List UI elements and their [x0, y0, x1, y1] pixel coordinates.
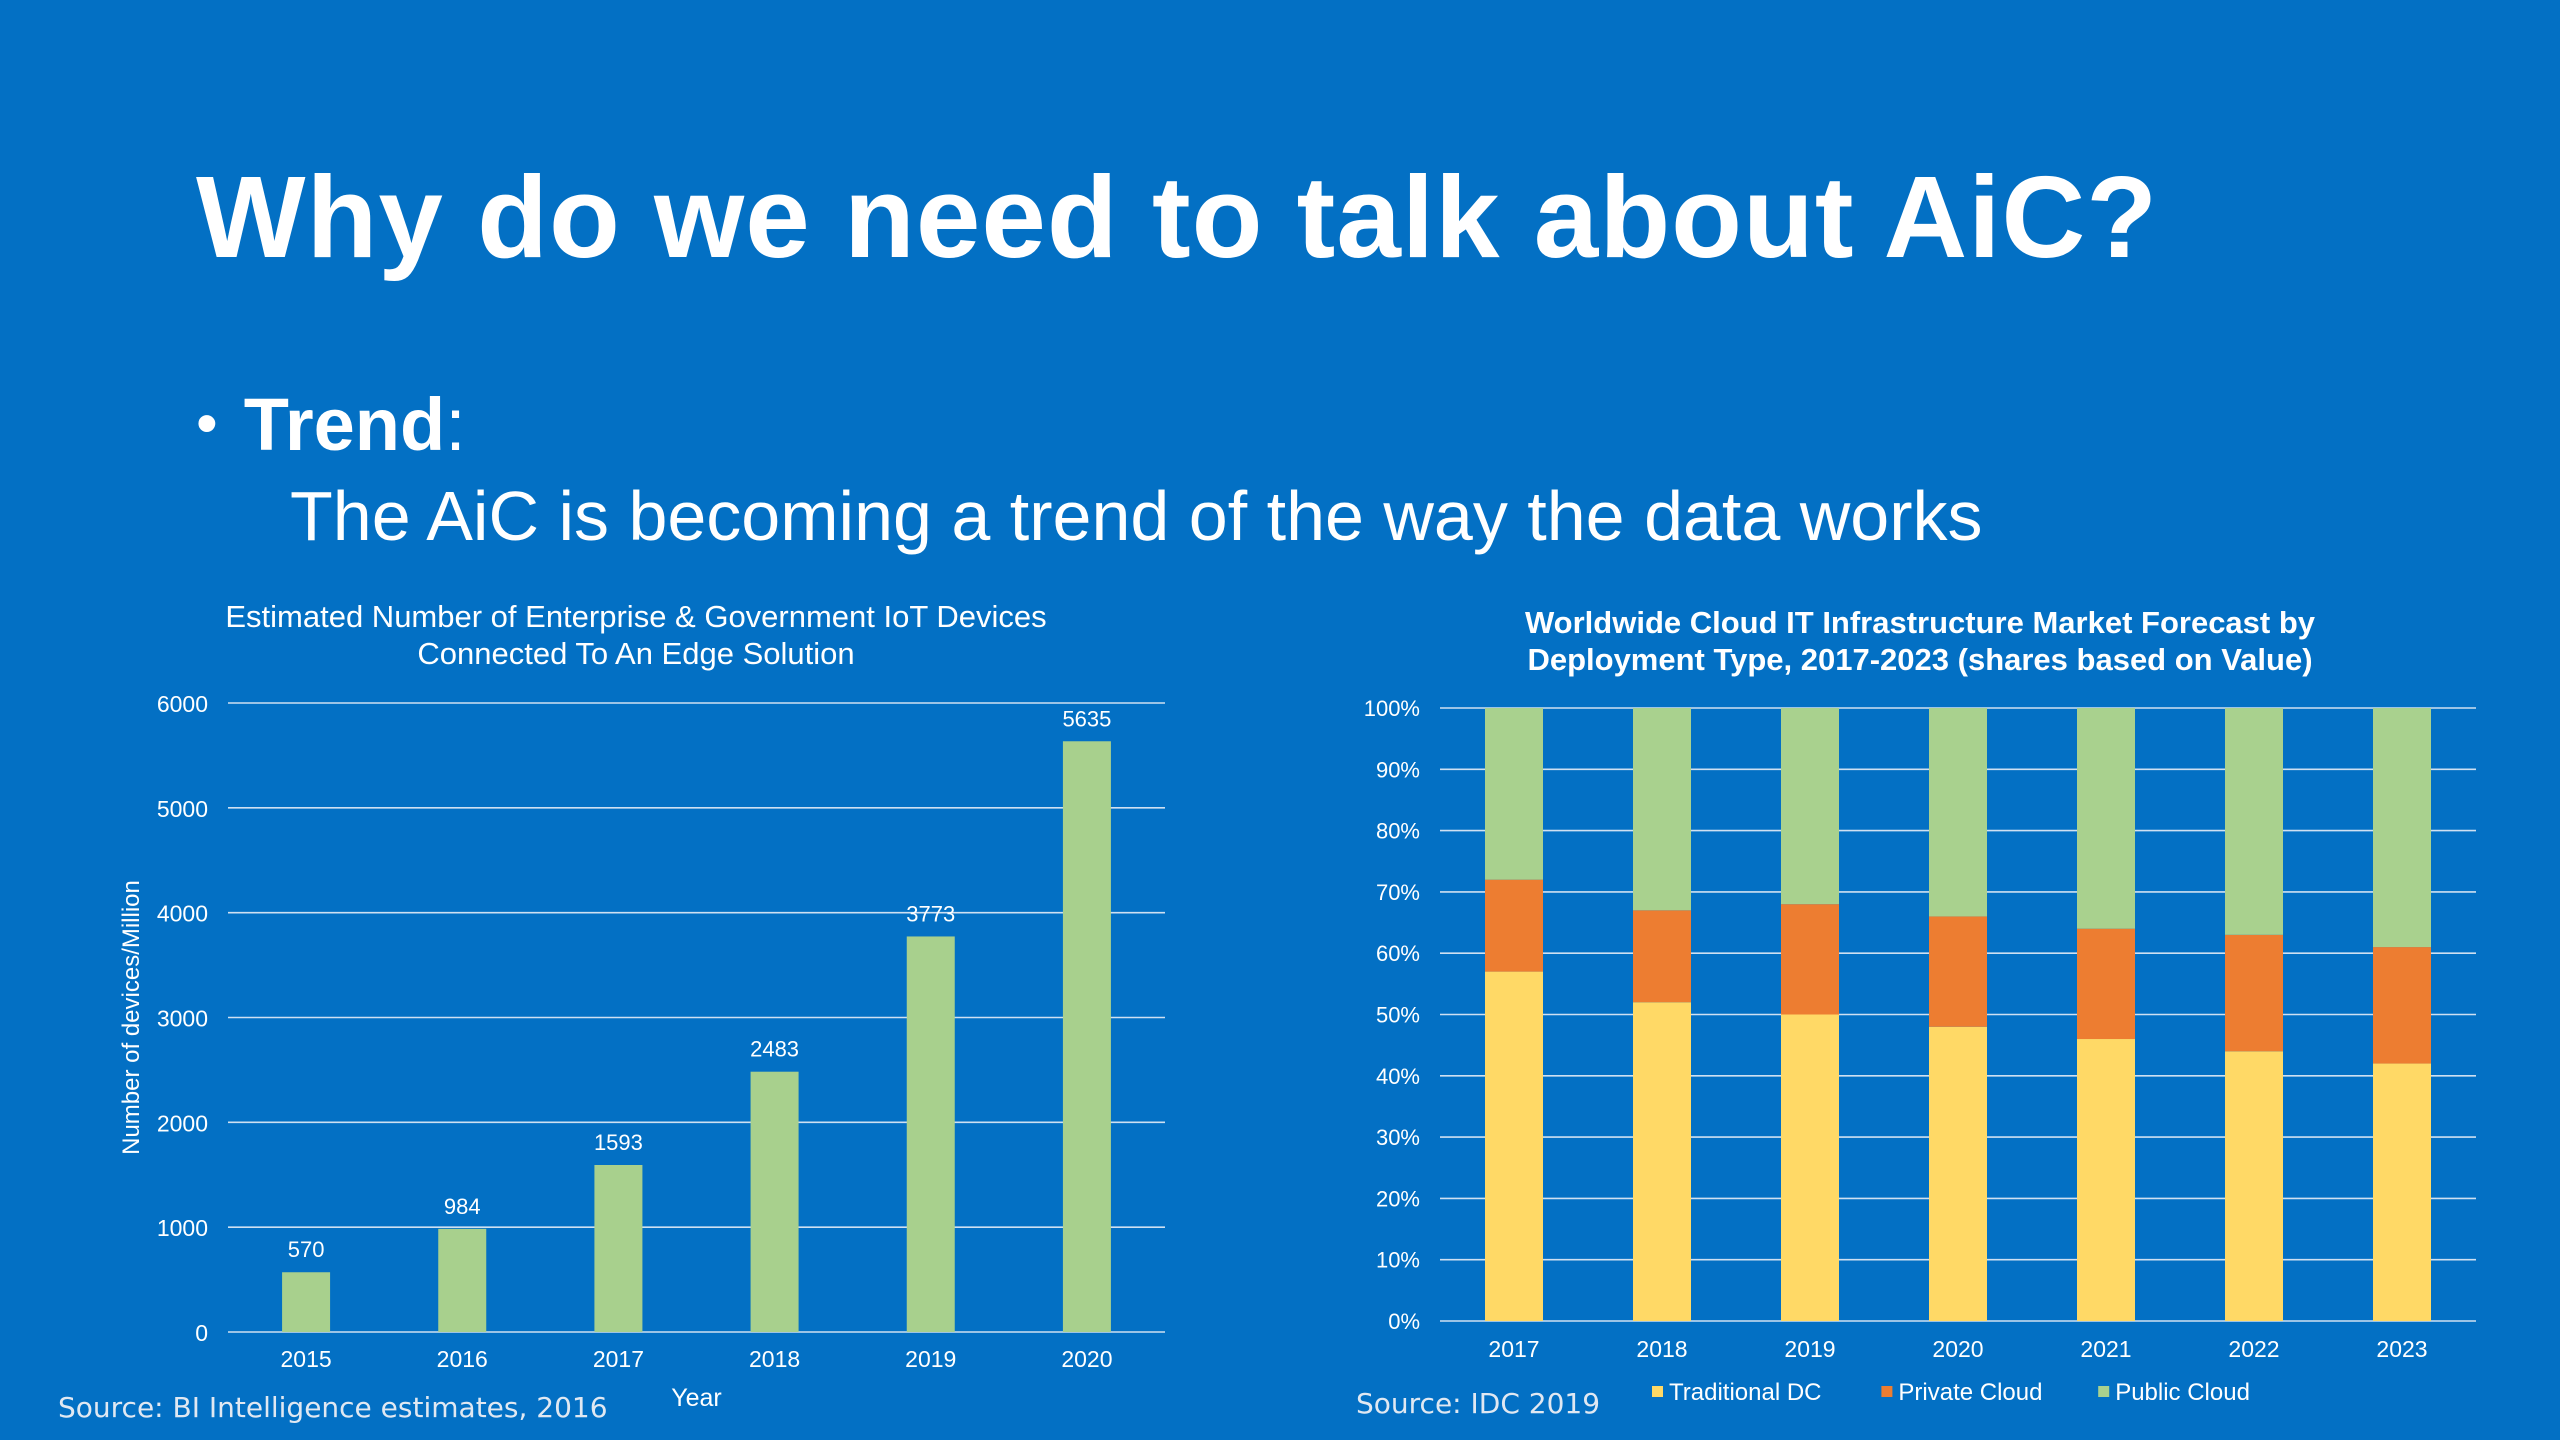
stacked-bar-segment	[1781, 1014, 1839, 1321]
x-tick-label: 2020	[1061, 1346, 1112, 1372]
y-tick-label: 100%	[1364, 696, 1420, 721]
x-tick-label: 2018	[1636, 1336, 1687, 1362]
data-label: 3773	[906, 901, 955, 926]
data-label: 5635	[1062, 706, 1111, 731]
y-tick-label: 6000	[157, 691, 208, 717]
y-tick-label: 10%	[1376, 1248, 1420, 1273]
y-tick-label: 1000	[157, 1215, 208, 1241]
stacked-bar-segment	[2225, 934, 2283, 1052]
legend-label: Private Cloud	[1898, 1379, 2042, 1406]
left-chart-title-line1: Estimated Number of Enterprise & Governm…	[225, 599, 1047, 634]
y-tick-label: 4000	[157, 901, 208, 927]
y-tick-label: 60%	[1376, 941, 1420, 966]
bullet-dot-icon: •	[196, 389, 218, 458]
legend-label: Traditional DC	[1669, 1379, 1822, 1406]
stacked-bar-segment	[2373, 947, 2431, 1064]
left-chart-title: Estimated Number of Enterprise & Governm…	[136, 598, 1136, 672]
x-tick-label: 2015	[280, 1346, 331, 1372]
bar	[282, 1272, 331, 1332]
bar	[750, 1071, 799, 1332]
right-chart-title-line1: Worldwide Cloud IT Infrastructure Market…	[1524, 605, 2316, 640]
stacked-bar-segment	[2373, 708, 2431, 948]
x-tick-label: 2017	[593, 1346, 644, 1372]
stacked-bar-segment	[1633, 910, 1691, 1003]
x-tick-label: 2021	[2080, 1336, 2131, 1362]
data-label: 2483	[750, 1037, 799, 1062]
right-chart-title: Worldwide Cloud IT Infrastructure Market…	[1430, 604, 2410, 678]
data-label: 570	[288, 1237, 325, 1262]
y-tick-label: 0%	[1388, 1309, 1420, 1334]
left-bar-chart: 0 1000 2000 3000 4000 5000 6000 570 2015 984 2016 1…	[118, 691, 1165, 1412]
stacked-bar-segment	[2077, 1039, 2135, 1321]
left-chart-source: Source: BI Intelligence estimates, 2016	[58, 1391, 608, 1424]
stacked-bar-segment	[1929, 916, 1987, 1027]
x-tick-label: 2022	[2228, 1336, 2279, 1362]
bar	[594, 1165, 643, 1332]
stacked-bar-segment	[1781, 708, 1839, 905]
y-tick-label: 80%	[1376, 819, 1420, 844]
x-tick-label: 2019	[1784, 1336, 1835, 1362]
y-tick-label: 5000	[157, 796, 208, 822]
legend-swatch	[1881, 1386, 1893, 1397]
stacked-bar-segment	[1485, 971, 1543, 1321]
bar	[1062, 741, 1111, 1332]
y-tick-label: 70%	[1376, 880, 1420, 905]
y-tick-label: 40%	[1376, 1064, 1420, 1089]
x-axis-title: Year	[671, 1384, 722, 1412]
x-tick-label: 2019	[905, 1346, 956, 1372]
right-stacked-chart: 0% 10% 20% 30% 40% 50% 60% 70% 80% 90% 100% 2017 201…	[1364, 696, 2476, 1406]
y-tick-label: 0	[195, 1320, 208, 1346]
trend-bullet: • Trend:	[196, 382, 466, 467]
x-tick-label: 2023	[2376, 1336, 2427, 1362]
stacked-bar-segment	[2373, 1063, 2431, 1321]
bar	[906, 936, 955, 1332]
y-tick-label: 20%	[1376, 1186, 1420, 1211]
x-tick-label: 2016	[437, 1346, 488, 1372]
stacked-bar-segment	[1929, 1026, 1987, 1321]
stacked-bar-segment	[1633, 1002, 1691, 1321]
slide-title: Why do we need to talk about AiC?	[196, 152, 2159, 282]
data-label: 1593	[594, 1130, 643, 1155]
stacked-bar-segment	[1485, 708, 1543, 880]
bullet-text: The AiC is becoming a trend of the way t…	[290, 477, 1983, 555]
left-chart-title-line2: Connected To An Edge Solution	[417, 636, 855, 671]
y-tick-label: 90%	[1376, 757, 1420, 782]
right-chart-title-line2: Deployment Type, 2017-2023 (shares based…	[1527, 642, 2313, 677]
stacked-bar-segment	[1781, 904, 1839, 1015]
stacked-bar-segment	[1485, 879, 1543, 972]
y-tick-label: 3000	[157, 1006, 208, 1032]
legend-swatch	[2098, 1386, 2110, 1397]
stacked-bar-segment	[2077, 928, 2135, 1040]
bullet-label: Trend	[243, 383, 446, 466]
x-tick-label: 2020	[1932, 1336, 1983, 1362]
x-tick-label: 2018	[749, 1346, 800, 1372]
right-chart-source: Source: IDC 2019	[1356, 1387, 1601, 1420]
data-label: 984	[444, 1194, 481, 1219]
legend-swatch	[1652, 1386, 1663, 1397]
stacked-bar-segment	[1633, 708, 1691, 911]
bullet-colon: :	[445, 383, 466, 466]
stacked-bar-segment	[2225, 1051, 2283, 1321]
y-axis-title: Number of devices/Million	[118, 880, 145, 1155]
y-tick-label: 2000	[157, 1110, 208, 1136]
y-tick-label: 30%	[1376, 1125, 1420, 1150]
y-tick-label: 50%	[1376, 1003, 1420, 1028]
x-tick-label: 2017	[1488, 1336, 1539, 1362]
bar	[438, 1228, 487, 1332]
stacked-bar-segment	[1929, 708, 1987, 917]
legend-label: Public Cloud	[2115, 1379, 2250, 1406]
stacked-bar-segment	[2077, 708, 2135, 929]
stacked-bar-segment	[2225, 708, 2283, 935]
